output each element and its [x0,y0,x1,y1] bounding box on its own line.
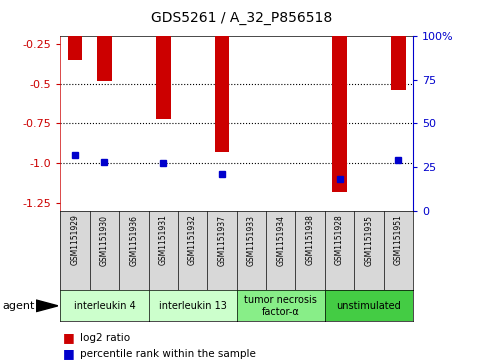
Text: tumor necrosis
factor-α: tumor necrosis factor-α [244,295,317,317]
Text: GSM1151951: GSM1151951 [394,215,403,265]
Text: GSM1151932: GSM1151932 [188,215,197,265]
Text: ■: ■ [63,331,74,344]
Text: interleukin 13: interleukin 13 [158,301,227,311]
Text: GSM1151928: GSM1151928 [335,215,344,265]
Bar [97,5,112,81]
Text: unstimulated: unstimulated [337,301,401,311]
Text: GSM1151930: GSM1151930 [100,215,109,265]
Text: log2 ratio: log2 ratio [80,333,130,343]
Text: GSM1151933: GSM1151933 [247,215,256,265]
Text: GSM1151935: GSM1151935 [364,215,373,265]
Bar [332,5,347,192]
Text: GSM1151936: GSM1151936 [129,215,138,265]
Text: GSM1151929: GSM1151929 [71,215,80,265]
Bar [68,5,83,60]
Text: interleukin 4: interleukin 4 [73,301,135,311]
Text: GSM1151937: GSM1151937 [217,215,227,265]
Polygon shape [36,300,58,311]
Bar [391,5,406,90]
Text: GDS5261 / A_32_P856518: GDS5261 / A_32_P856518 [151,11,332,25]
Text: GSM1151931: GSM1151931 [159,215,168,265]
Text: percentile rank within the sample: percentile rank within the sample [80,349,256,359]
Text: agent: agent [2,301,35,311]
Bar [156,5,170,119]
Text: GSM1151938: GSM1151938 [306,215,314,265]
Text: GSM1151934: GSM1151934 [276,215,285,265]
Bar [214,5,229,152]
Text: ■: ■ [63,347,74,360]
